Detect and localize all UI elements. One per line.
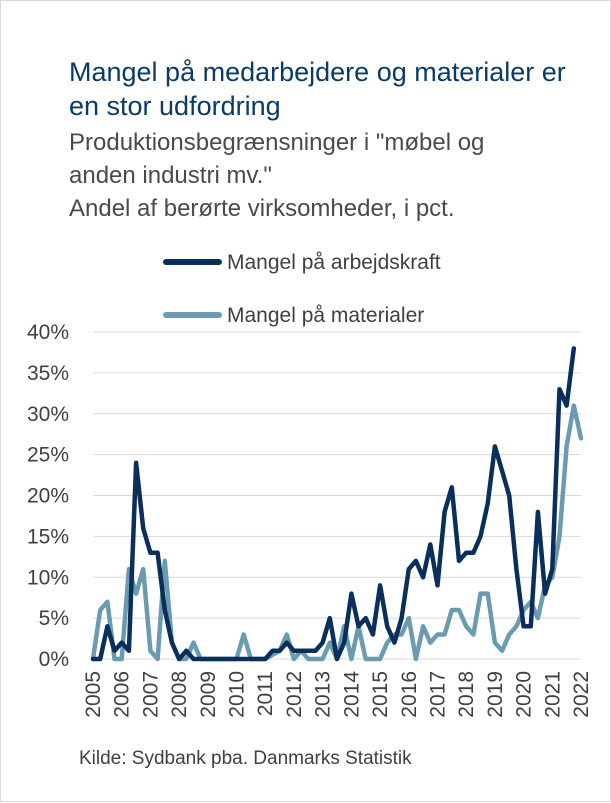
x-tick-label: 2022 [570,671,593,718]
x-tick-label: 2007 [139,671,162,718]
x-tick-label: 2010 [226,671,249,718]
series-lines [90,346,584,662]
x-tick-label: 2020 [513,671,536,718]
legend-label-arbejdskraft: Mangel på arbejdskraft [227,251,441,274]
y-tick-label: 40% [27,321,69,344]
x-tick-label: 2011 [254,671,277,716]
y-tick-label: 15% [27,525,69,548]
y-tick-label: 10% [27,566,69,589]
series-line-arbejdskraft [90,346,577,662]
x-tick-label: 2018 [455,671,478,718]
y-tick-label: 25% [27,444,69,467]
x-tick-label: 2006 [111,671,134,718]
y-tick-label: 0% [39,648,69,671]
x-tick-label: 2016 [398,671,421,718]
x-tick-label: 2017 [426,671,449,718]
legend: Mangel på arbejdskraft Mangel på materia… [163,251,441,327]
x-tick-label: 2009 [197,671,220,718]
y-tick-label: 35% [27,362,69,385]
x-tick-label: 2019 [484,671,507,718]
subtitle-line-2: anden industri mv." [69,162,272,189]
x-tick-label: 2012 [283,671,306,718]
x-tick-label: 2008 [168,671,191,718]
x-tick-label: 2015 [369,671,392,718]
subtitle-line-1: Produktionsbegrænsninger i "møbel og [69,129,485,156]
y-tick-label: 20% [27,485,69,508]
x-axis: 2005 2006 2007 2008 2009 2010 2011 2012 2013 2014… [82,671,593,718]
y-tick-label: 5% [39,607,69,630]
chart-subtitle: Produktionsbegrænsninger i "møbel og and… [69,126,589,225]
x-tick-label: 2021 [541,671,564,718]
y-axis: 0% 5% 10% 15% 20% 25% 30% 35% 40% [27,321,69,671]
series-line-materialer [90,403,584,662]
subtitle-line-3: Andel af berørte virksomheder, i pct. [69,195,455,222]
source-note: Kilde: Sydbank pba. Danmarks Statistik [79,748,412,769]
x-tick-label: 2005 [82,671,105,718]
legend-label-materialer: Mangel på materialer [227,304,424,327]
y-tick-label: 30% [27,403,69,426]
x-tick-label: 2014 [340,671,363,718]
chart-title: Mangel på medarbejdere og materialer er … [69,57,566,121]
x-tick-label: 2013 [312,671,335,718]
